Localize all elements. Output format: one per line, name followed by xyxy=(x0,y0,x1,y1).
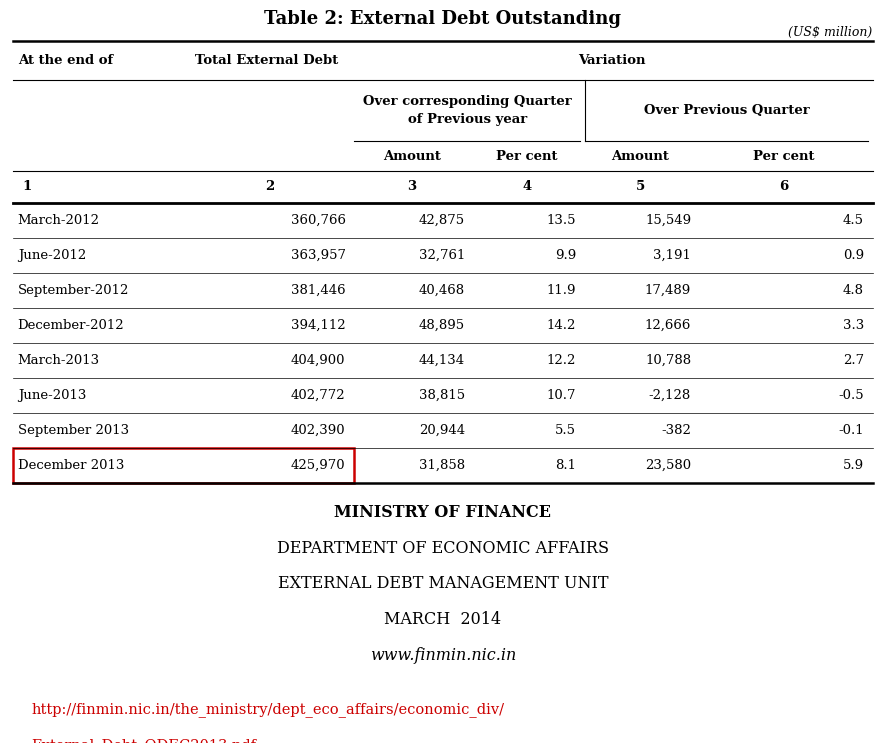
Text: June-2013: June-2013 xyxy=(18,389,86,402)
Text: 2: 2 xyxy=(266,181,275,193)
Text: March-2012: March-2012 xyxy=(18,214,100,227)
Text: At the end of: At the end of xyxy=(18,54,113,67)
Text: 48,895: 48,895 xyxy=(419,319,465,332)
Text: Total External Debt: Total External Debt xyxy=(195,54,338,67)
Text: -382: -382 xyxy=(661,424,691,437)
Text: 5: 5 xyxy=(635,181,645,193)
Bar xyxy=(13,448,354,483)
Text: 3.3: 3.3 xyxy=(843,319,864,332)
Text: 5.9: 5.9 xyxy=(843,459,864,472)
Text: Table 2: External Debt Outstanding: Table 2: External Debt Outstanding xyxy=(265,10,621,27)
Text: 425,970: 425,970 xyxy=(291,459,346,472)
Text: 14.2: 14.2 xyxy=(547,319,576,332)
Text: External_Debt_QDEC2013.pdf: External_Debt_QDEC2013.pdf xyxy=(31,738,256,743)
Text: 12,666: 12,666 xyxy=(645,319,691,332)
Text: -0.1: -0.1 xyxy=(838,424,864,437)
Text: 363,957: 363,957 xyxy=(291,249,346,262)
Text: 31,858: 31,858 xyxy=(419,459,465,472)
Text: Over corresponding Quarter
of Previous year: Over corresponding Quarter of Previous y… xyxy=(363,95,571,126)
Text: 4.5: 4.5 xyxy=(843,214,864,227)
Text: 0.9: 0.9 xyxy=(843,249,864,262)
Text: September 2013: September 2013 xyxy=(18,424,128,437)
Text: December 2013: December 2013 xyxy=(18,459,124,472)
Text: (US$ million): (US$ million) xyxy=(789,26,873,39)
Text: 40,468: 40,468 xyxy=(419,284,465,297)
Text: 10,788: 10,788 xyxy=(645,354,691,367)
Text: 404,900: 404,900 xyxy=(291,354,346,367)
Text: DEPARTMENT OF ECONOMIC AFFAIRS: DEPARTMENT OF ECONOMIC AFFAIRS xyxy=(277,540,609,557)
Text: 402,390: 402,390 xyxy=(291,424,346,437)
Text: 32,761: 32,761 xyxy=(419,249,465,262)
Text: 2.7: 2.7 xyxy=(843,354,864,367)
Text: Over Previous Quarter: Over Previous Quarter xyxy=(643,104,810,117)
Text: 17,489: 17,489 xyxy=(645,284,691,297)
Text: March-2013: March-2013 xyxy=(18,354,100,367)
Text: 1: 1 xyxy=(22,181,31,193)
Text: 11.9: 11.9 xyxy=(547,284,576,297)
Text: 9.9: 9.9 xyxy=(555,249,576,262)
Text: MINISTRY OF FINANCE: MINISTRY OF FINANCE xyxy=(335,504,551,521)
Text: 360,766: 360,766 xyxy=(291,214,346,227)
Text: June-2012: June-2012 xyxy=(18,249,86,262)
Text: 42,875: 42,875 xyxy=(419,214,465,227)
Text: 5.5: 5.5 xyxy=(555,424,576,437)
Text: 15,549: 15,549 xyxy=(645,214,691,227)
Text: 394,112: 394,112 xyxy=(291,319,346,332)
Text: 381,446: 381,446 xyxy=(291,284,346,297)
Text: 12.2: 12.2 xyxy=(547,354,576,367)
Text: MARCH  2014: MARCH 2014 xyxy=(385,611,501,628)
Text: December-2012: December-2012 xyxy=(18,319,124,332)
Text: www.finmin.nic.in: www.finmin.nic.in xyxy=(369,647,517,663)
Text: 44,134: 44,134 xyxy=(419,354,465,367)
Text: 4: 4 xyxy=(523,181,532,193)
Text: 4.8: 4.8 xyxy=(843,284,864,297)
Text: 10.7: 10.7 xyxy=(547,389,576,402)
Text: -0.5: -0.5 xyxy=(838,389,864,402)
Text: 3,191: 3,191 xyxy=(653,249,691,262)
Text: http://finmin.nic.in/the_ministry/dept_eco_affairs/economic_div/: http://finmin.nic.in/the_ministry/dept_e… xyxy=(31,702,504,717)
Text: Variation: Variation xyxy=(578,54,645,67)
Text: 3: 3 xyxy=(408,181,416,193)
Text: 13.5: 13.5 xyxy=(547,214,576,227)
Text: 402,772: 402,772 xyxy=(291,389,346,402)
Text: 38,815: 38,815 xyxy=(419,389,465,402)
Text: EXTERNAL DEBT MANAGEMENT UNIT: EXTERNAL DEBT MANAGEMENT UNIT xyxy=(277,576,609,592)
Text: -2,128: -2,128 xyxy=(649,389,691,402)
Text: 20,944: 20,944 xyxy=(419,424,465,437)
Text: Amount: Amount xyxy=(611,149,669,163)
Text: Amount: Amount xyxy=(383,149,441,163)
Text: 6: 6 xyxy=(780,181,789,193)
Text: 8.1: 8.1 xyxy=(555,459,576,472)
Text: Per cent: Per cent xyxy=(496,149,558,163)
Text: September-2012: September-2012 xyxy=(18,284,129,297)
Text: 23,580: 23,580 xyxy=(645,459,691,472)
Text: Per cent: Per cent xyxy=(753,149,815,163)
